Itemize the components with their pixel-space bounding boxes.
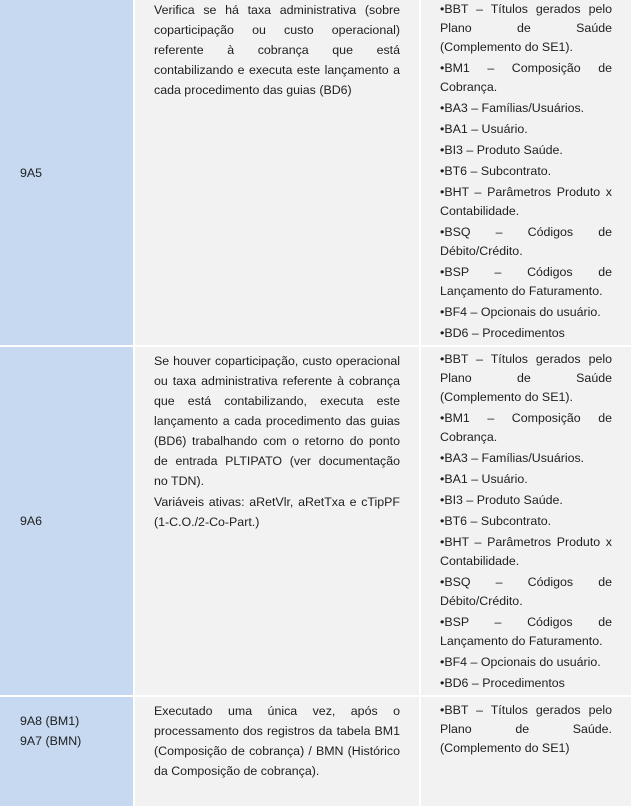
table-item: •BT6 – Subcontrato.: [440, 514, 552, 528]
lancamento-id: 9A6: [20, 514, 43, 528]
table-item: •BBT – Títulos gerados pelo Plano de Saú…: [440, 2, 612, 54]
table-item: •BF4 – Opcionais do usuário.: [440, 655, 601, 669]
lancamento-id-cell: 9A8 (BM1) 9A7 (BMN): [0, 697, 133, 806]
tables-cell: •BBT – Títulos gerados pelo Plano de Saú…: [421, 347, 631, 695]
table-item: •BA3 – Famílias/Usuários.: [440, 101, 585, 115]
description-cell: Se houver coparticipação, custo operacio…: [135, 347, 419, 695]
description-text: Executado uma única vez, após o processa…: [154, 704, 400, 778]
table-item: •BM1 – Composição de Cobrança.: [440, 61, 612, 94]
table-item: •BHT – Parâmetros Produto x Contabilidad…: [440, 535, 612, 568]
table-item: •BA1 – Usuário.: [440, 122, 528, 136]
table-item: •BSQ – Códigos de Débito/Crédito.: [440, 575, 612, 608]
table-item: •BSP – Códigos de Lançamento do Faturame…: [440, 265, 612, 298]
table-item: •BD6 – Procedimentos: [440, 676, 565, 690]
table-row: 9A5 Verifica se há taxa administrativa (…: [0, 0, 631, 345]
description-cell: Verifica se há taxa administrativa (sobr…: [135, 0, 419, 345]
table-item: •BM1 – Composição de Cobrança.: [440, 411, 612, 444]
table-row: 9A6 Se houver coparticipação, custo oper…: [0, 347, 631, 695]
table-item: •BD6 – Procedimentos: [440, 326, 565, 340]
lancamento-id: 9A5: [20, 165, 43, 180]
description-cell: Executado uma única vez, após o processa…: [135, 697, 419, 806]
table-item: •BHT – Parâmetros Produto x Contabilidad…: [440, 185, 612, 218]
table-item: •BA3 – Famílias/Usuários.: [440, 451, 585, 465]
table-item: •BBT – Títulos gerados pelo Plano de Saú…: [440, 703, 612, 755]
lancamento-id-cell: 9A5: [0, 0, 133, 345]
lancamento-id: 9A7 (BMN): [20, 734, 82, 748]
tables-cell: •BBT – Títulos gerados pelo Plano de Saú…: [421, 697, 631, 806]
table-item: •BSP – Códigos de Lançamento do Faturame…: [440, 615, 612, 648]
table-item: •BI3 – Produto Saúde.: [440, 493, 563, 507]
lancamento-id: 9A8 (BM1): [20, 714, 80, 728]
table-item: •BI3 – Produto Saúde.: [440, 143, 563, 157]
description-text: Verifica se há taxa administrativa (sobr…: [154, 3, 400, 97]
description-text: Se houver coparticipação, custo operacio…: [154, 354, 400, 488]
lancamento-id-cell: 9A6: [0, 347, 133, 695]
table-item: •BT6 – Subcontrato.: [440, 164, 552, 178]
table-item: •BA1 – Usuário.: [440, 472, 528, 486]
tables-cell: •BBT – Títulos gerados pelo Plano de Saú…: [421, 0, 631, 345]
table-item: •BBT – Títulos gerados pelo Plano de Saú…: [440, 352, 612, 404]
table-item: •BSQ – Códigos de Débito/Crédito.: [440, 225, 612, 258]
table-item: •BF4 – Opcionais do usuário.: [440, 305, 601, 319]
description-text: Variáveis ativas: aRetVlr, aRetTxa e cTi…: [154, 495, 400, 529]
table-row: 9A8 (BM1) 9A7 (BMN) Executado uma única …: [0, 697, 631, 806]
